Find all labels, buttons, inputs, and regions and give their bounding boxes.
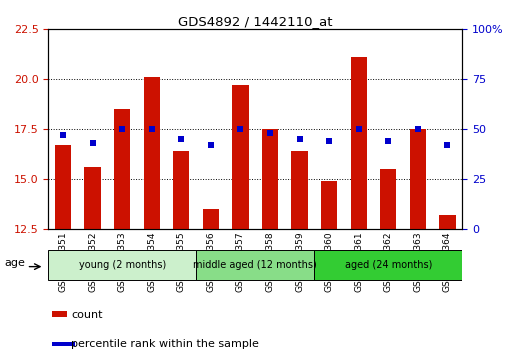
Bar	[292, 151, 308, 229]
Point	[414, 126, 422, 132]
Point	[59, 132, 67, 138]
Bar	[203, 209, 219, 229]
Bar	[262, 129, 278, 229]
Text: age: age	[5, 258, 26, 268]
Bar	[351, 57, 367, 229]
Bar	[314, 250, 462, 280]
Point	[236, 126, 244, 132]
Bar	[321, 181, 337, 229]
Bar	[52, 311, 67, 318]
Point	[325, 138, 333, 144]
Text: percentile rank within the sample: percentile rank within the sample	[71, 339, 259, 349]
Bar	[48, 250, 196, 280]
Point	[118, 126, 126, 132]
Bar	[196, 250, 314, 280]
Point	[296, 136, 304, 142]
Point	[88, 140, 97, 146]
Bar	[173, 151, 189, 229]
Point	[148, 126, 156, 132]
Text: aged (24 months): aged (24 months)	[344, 260, 432, 270]
Point	[207, 142, 215, 148]
Bar	[232, 85, 248, 229]
Text: middle aged (12 months): middle aged (12 months)	[194, 260, 317, 270]
Bar	[410, 129, 426, 229]
Bar	[439, 215, 456, 229]
Bar	[55, 145, 71, 229]
Bar	[84, 167, 101, 229]
Bar	[380, 169, 396, 229]
Point	[355, 126, 363, 132]
Title: GDS4892 / 1442110_at: GDS4892 / 1442110_at	[178, 15, 333, 28]
Point	[266, 130, 274, 136]
Point	[443, 142, 452, 148]
Bar	[144, 77, 160, 229]
Point	[177, 136, 185, 142]
Text: count: count	[71, 310, 103, 320]
Text: young (2 months): young (2 months)	[79, 260, 166, 270]
Point	[384, 138, 392, 144]
Bar	[52, 342, 75, 346]
Bar	[114, 109, 131, 229]
